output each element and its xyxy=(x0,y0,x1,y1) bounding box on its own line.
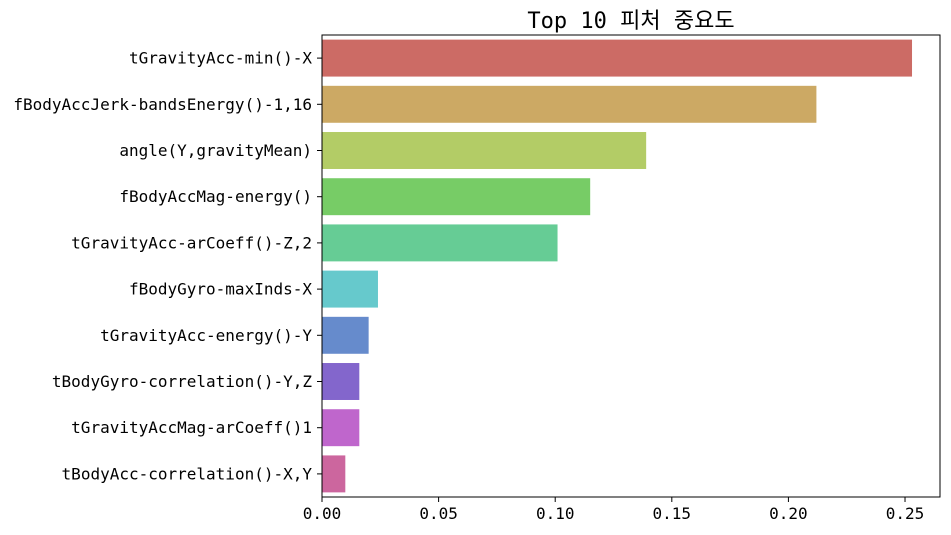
x-tick-label: 0.10 xyxy=(536,504,575,523)
category-label: tGravityAcc-min()-X xyxy=(129,49,312,68)
x-tick-label: 0.15 xyxy=(653,504,692,523)
category-label: tBodyGyro-correlation()-Y,Z xyxy=(52,372,312,391)
category-label: fBodyGyro-maxInds-X xyxy=(129,280,312,299)
bar-10 xyxy=(322,455,346,493)
bar-2 xyxy=(322,85,817,123)
category-label: angle(Y,gravityMean) xyxy=(119,141,312,160)
chart-title: Top 10 피처 중요도 xyxy=(527,9,734,34)
category-label: fBodyAccMag-energy() xyxy=(119,187,312,206)
bar-9 xyxy=(322,409,360,447)
x-tick-label: 0.20 xyxy=(769,504,808,523)
x-axis-ticks: 0.00 0.05 0.10 0.15 0.20 0.25 xyxy=(303,497,925,523)
category-label: tBodyAcc-correlation()-X,Y xyxy=(62,464,313,483)
bar-4 xyxy=(322,178,591,216)
bar-3 xyxy=(322,132,647,169)
axes-frame xyxy=(321,34,941,498)
category-label: tGravityAccMag-arCoeff()1 xyxy=(71,418,312,437)
bar-6 xyxy=(322,270,378,308)
bar-7 xyxy=(322,316,369,354)
category-labels: tGravityAcc-min()-X fBodyAccJerk-bandsEne… xyxy=(13,49,322,483)
plot-frame xyxy=(321,34,941,498)
bar-5 xyxy=(322,224,558,262)
category-label: fBodyAccJerk-bandsEnergy()-1,16 xyxy=(13,95,312,114)
x-tick-label: 0.00 xyxy=(303,504,342,523)
x-tick-label: 0.05 xyxy=(419,504,458,523)
bar-8 xyxy=(322,363,360,400)
category-label: tGravityAcc-arCoeff()-Z,2 xyxy=(71,233,312,252)
bar-1 xyxy=(322,39,913,77)
x-tick-label: 0.25 xyxy=(886,504,925,523)
bars-group xyxy=(322,39,913,493)
category-label: tGravityAcc-energy()-Y xyxy=(100,326,312,345)
